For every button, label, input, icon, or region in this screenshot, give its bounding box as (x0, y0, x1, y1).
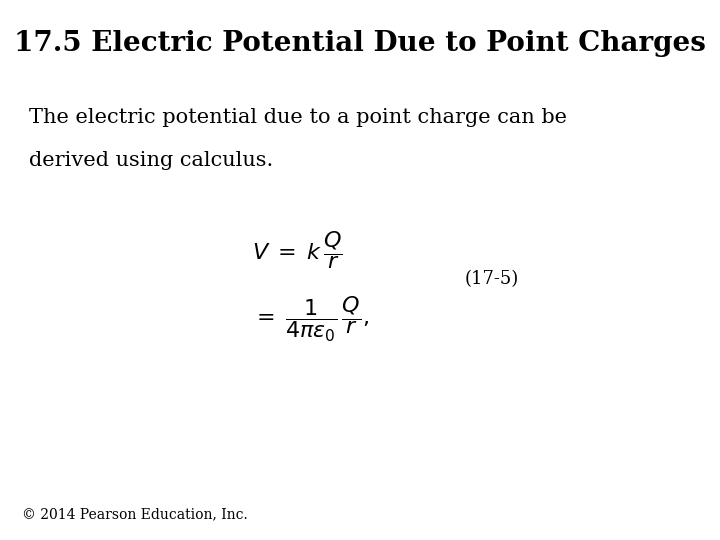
Text: derived using calculus.: derived using calculus. (29, 151, 273, 170)
Text: $V \;=\; k\,\dfrac{Q}{r}$: $V \;=\; k\,\dfrac{Q}{r}$ (252, 230, 343, 272)
Text: The electric potential due to a point charge can be: The electric potential due to a point ch… (29, 108, 567, 127)
Text: $= \; \dfrac{1}{4\pi\epsilon_0}\,\dfrac{Q}{r},$: $= \; \dfrac{1}{4\pi\epsilon_0}\,\dfrac{… (252, 294, 369, 344)
Text: 17.5 Electric Potential Due to Point Charges: 17.5 Electric Potential Due to Point Cha… (14, 30, 706, 57)
Text: (17-5): (17-5) (464, 270, 518, 288)
Text: © 2014 Pearson Education, Inc.: © 2014 Pearson Education, Inc. (22, 507, 248, 521)
